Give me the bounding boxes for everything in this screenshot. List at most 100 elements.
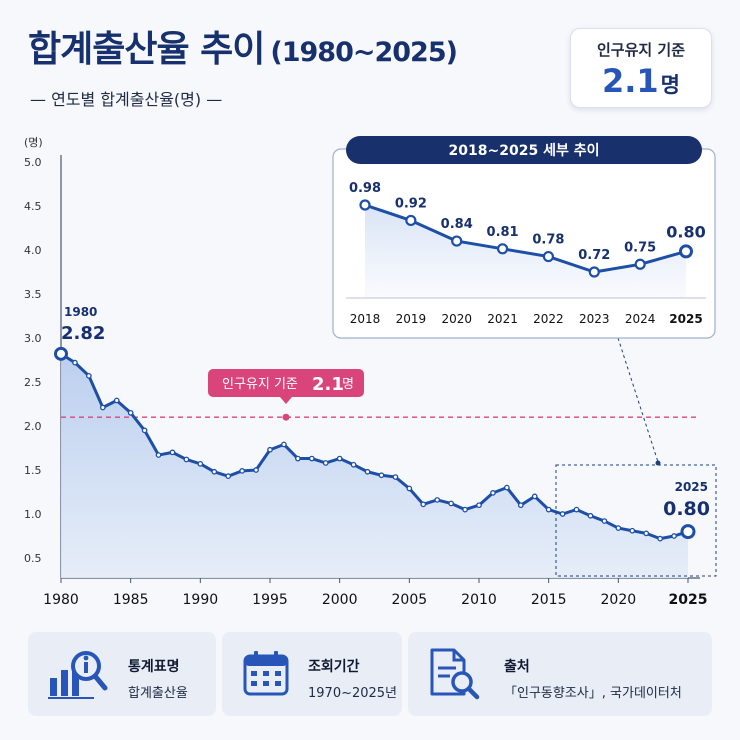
y-tick-label: 0.5 — [24, 552, 42, 565]
x-tick-label: 1985 — [113, 592, 149, 608]
data-point — [113, 397, 120, 404]
data-point — [657, 535, 663, 542]
data-point — [127, 409, 134, 416]
data-point — [601, 518, 608, 524]
reference-label-value: 2.1 — [312, 374, 344, 395]
end-year-label: 2025 — [675, 480, 708, 494]
data-point — [406, 485, 413, 492]
inset-data-label: 0.81 — [487, 225, 519, 240]
data-point — [504, 484, 510, 491]
data-point — [629, 527, 636, 534]
inset-x-tick-label: 2022 — [533, 312, 564, 326]
inset-data-label: 0.98 — [349, 181, 381, 196]
inset-series-line — [364, 203, 687, 274]
fertility-chart: (명) 5.0 4.5 4.0 3.5 3.0 2.5 2.0 1.5 1.0 0.5 1980 1… — [24, 136, 717, 608]
y-axis-unit: (명) — [24, 136, 43, 149]
data-point — [267, 446, 273, 453]
data-point — [72, 359, 78, 366]
data-point — [281, 441, 287, 448]
data-point — [434, 497, 441, 503]
zoom-connector-dot — [655, 460, 661, 466]
x-tick-label: 2020 — [601, 592, 637, 608]
inset-x-tick-label: 2024 — [625, 312, 656, 326]
data-point — [573, 506, 580, 513]
data-point — [295, 455, 301, 462]
inset-data-point — [496, 243, 509, 255]
inset-data-point — [588, 266, 600, 278]
zoom-connector — [617, 337, 659, 463]
x-tick-label: 2005 — [392, 592, 428, 608]
data-point — [364, 468, 371, 475]
inset-data-point — [679, 244, 693, 259]
data-point — [615, 525, 622, 531]
title-main: 합계출산율 추이 — [28, 29, 265, 70]
data-point — [336, 455, 343, 462]
data-point — [253, 467, 259, 473]
inset-data-label: 0.75 — [624, 240, 656, 255]
data-point — [350, 461, 357, 468]
inset-data-label: 0.78 — [532, 233, 564, 248]
area-fill — [61, 353, 688, 578]
x-tick-label: 1980 — [43, 592, 79, 608]
badge-value-wrap: 2.1명 — [571, 62, 711, 100]
y-tick-label: 1.0 — [24, 508, 42, 521]
x-tick-label: 2000 — [322, 592, 358, 608]
data-point — [99, 404, 106, 411]
data-point — [420, 501, 427, 508]
reference-label-pointer — [280, 397, 292, 404]
card-title: 출처 — [504, 659, 530, 675]
data-point — [531, 493, 538, 500]
reference-label-text: 인구유지 기준 — [222, 377, 298, 392]
reference-label-box — [208, 369, 364, 397]
start-year-label: 1980 — [64, 305, 97, 319]
data-point — [587, 512, 594, 519]
page-subtitle: — 연도별 합계출산율(명) — — [30, 90, 223, 109]
inset-data-point — [359, 199, 371, 211]
replacement-level-badge: 인구유지 기준 2.1명 — [570, 28, 712, 108]
data-point — [671, 533, 677, 539]
x-tick-label: 1990 — [183, 592, 219, 608]
data-point — [225, 473, 232, 480]
y-tick-label: 3.0 — [24, 332, 42, 345]
zoom-highlight-box — [555, 464, 717, 577]
data-point — [322, 460, 329, 466]
card-value: 합계출산율 — [128, 686, 188, 701]
y-tick-label: 5.0 — [24, 156, 42, 169]
data-point — [197, 460, 204, 467]
info-card-table-name: 통계표명 합계출산율 — [28, 632, 216, 716]
data-point — [86, 372, 92, 379]
data-point — [462, 506, 468, 513]
y-tick-label: 2.5 — [24, 376, 42, 389]
inset-data-point — [451, 235, 463, 247]
badge-unit: 명 — [660, 73, 680, 97]
end-value-label: 0.80 — [663, 498, 710, 520]
data-point — [183, 456, 190, 463]
data-point — [239, 468, 245, 474]
data-point — [308, 455, 315, 462]
inset-data-point — [634, 258, 646, 270]
reference-line-dot — [282, 413, 290, 421]
x-tick-label: 2025 — [669, 592, 708, 608]
inset-x-tick-label: 2018 — [350, 312, 381, 326]
data-point — [490, 490, 496, 496]
y-tick-label: 3.5 — [24, 288, 42, 301]
data-point — [559, 511, 566, 517]
data-point-last — [680, 524, 696, 540]
inset-data-point — [542, 250, 555, 263]
data-point — [392, 474, 399, 480]
badge-label: 인구유지 기준 — [596, 41, 686, 59]
inset-x-tick-label: 2025 — [669, 312, 702, 326]
card-title: 통계표명 — [128, 659, 180, 675]
info-card-source: 출처 「인구동향조사」, 국가데이터처 — [408, 632, 712, 716]
info-card-period: 조회기간 1970~2025년 — [222, 632, 402, 716]
data-point — [476, 502, 482, 509]
title-range: (1980~2025) — [270, 37, 458, 68]
data-point — [141, 427, 148, 434]
series-line — [60, 352, 689, 541]
badge-value: 2.1 — [601, 62, 659, 100]
inset-title-bar — [346, 136, 702, 164]
inset-data-label: 0.84 — [441, 217, 473, 232]
inset-data-label: 0.92 — [395, 196, 427, 211]
inset-x-tick-label: 2019 — [396, 312, 427, 326]
y-tick-label: 4.5 — [24, 200, 42, 213]
